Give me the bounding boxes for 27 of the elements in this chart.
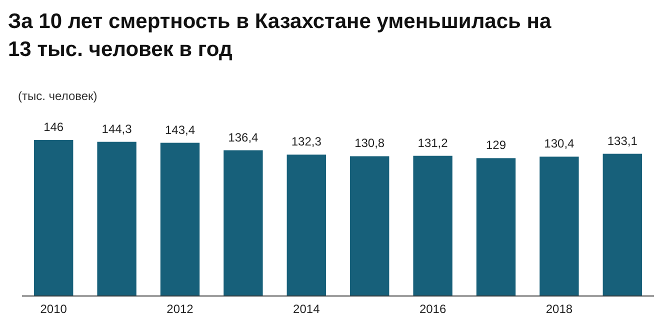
data-label: 136,4 xyxy=(228,130,259,144)
x-tick-label: 2016 xyxy=(419,302,446,316)
bar xyxy=(160,142,200,296)
bar xyxy=(224,150,263,296)
bar xyxy=(540,156,579,296)
data-label: 146 xyxy=(44,120,64,134)
data-label: 143,4 xyxy=(164,122,196,137)
bar xyxy=(350,156,390,296)
x-tick-label: 2014 xyxy=(293,302,320,316)
bar xyxy=(34,140,74,296)
data-label: 144,3 xyxy=(102,122,132,136)
data-label: 130,8 xyxy=(354,136,385,150)
x-tick-label: 2010 xyxy=(40,302,68,316)
bar xyxy=(286,154,326,296)
bar xyxy=(476,158,516,296)
x-tick-label: 2012 xyxy=(166,302,194,316)
data-label: 131,2 xyxy=(418,136,448,150)
data-label: 129 xyxy=(486,138,506,152)
bar xyxy=(602,154,642,296)
data-label: 132,3 xyxy=(291,134,322,149)
bar xyxy=(413,156,452,296)
chart-subtitle: (тыс. человек) xyxy=(18,89,98,103)
chart-title: За 10 лет смертность в Казахстане уменьшилась на 13 тыс. человек в год xyxy=(8,10,552,61)
data-label: 133,1 xyxy=(607,134,638,148)
x-tick-label: 2018 xyxy=(546,302,573,316)
bar xyxy=(97,142,136,296)
data-label: 130,4 xyxy=(544,136,575,151)
